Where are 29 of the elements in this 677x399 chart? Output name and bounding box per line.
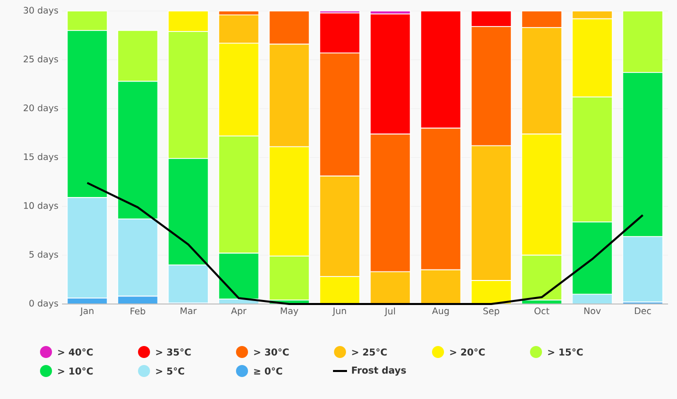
x-tick-label: Jul <box>384 308 395 316</box>
x-tick-label: Sep <box>483 308 500 316</box>
legend-label: Frost days <box>352 366 406 376</box>
legend-label: > 10°C <box>58 367 93 375</box>
x-tick-label: Apr <box>231 308 247 316</box>
y-tick-label: 30 days <box>24 6 58 16</box>
legend-label: > 15°C <box>548 348 583 356</box>
x-tick-label: Dec <box>634 308 651 314</box>
y-tick-label: 0 days <box>29 300 58 308</box>
y-tick-label: 20 days <box>24 104 58 113</box>
legend-label: > 30°C <box>254 348 289 356</box>
legend-label: > 40°C <box>58 348 93 356</box>
legend-label: > 25°C <box>352 348 387 356</box>
x-tick-label: Jun <box>332 308 346 316</box>
legend-label: > 20°C <box>450 348 485 356</box>
x-tick-label: Oct <box>534 308 550 314</box>
x-tick-label: May <box>280 308 298 316</box>
x-tick-label: Mar <box>180 308 197 314</box>
y-tick-label: 25 days <box>24 55 58 64</box>
y-tick-label: 10 days <box>24 202 58 211</box>
x-tick-label: Aug <box>432 308 449 316</box>
y-tick-label: 15 days <box>24 153 58 162</box>
x-tick-label: Jan <box>80 308 94 316</box>
legend-label: > 35°C <box>156 348 191 356</box>
legend-label: > 5°C <box>156 367 184 375</box>
legend-label: ≥ 0°C <box>254 367 282 375</box>
x-tick-label: Feb <box>130 308 146 314</box>
x-tick-label: Nov <box>584 308 601 314</box>
y-tick-label: 5 days <box>29 250 58 260</box>
